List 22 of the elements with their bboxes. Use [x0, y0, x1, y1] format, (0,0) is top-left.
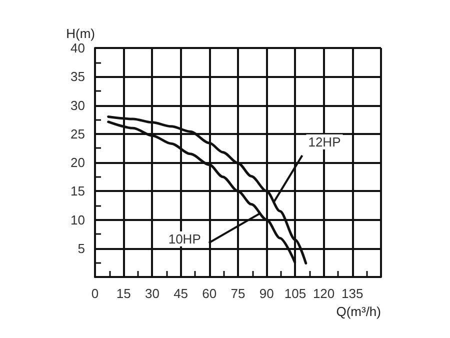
- annotation: 12HP: [308, 134, 341, 150]
- x-tick-label: 90: [259, 286, 274, 301]
- annotation: 10HP: [168, 231, 201, 246]
- x-tick-label: 75: [230, 286, 246, 301]
- y-tick-label: 30: [70, 98, 85, 113]
- x-tick-label: 0: [91, 286, 99, 301]
- x-axis-title: Q(m³/h): [336, 304, 381, 319]
- y-tick-label: 5: [78, 240, 85, 256]
- x-tick-label: 45: [174, 286, 188, 301]
- x-tick-label: 30: [144, 286, 160, 301]
- y-tick-label: 15: [70, 184, 85, 199]
- y-tick-label: 20: [70, 155, 85, 170]
- x-tick-label: 105: [284, 286, 306, 301]
- y-tick-label: 35: [70, 69, 85, 84]
- x-tick-label: 15: [116, 286, 131, 301]
- y-tick-label: 10: [70, 212, 85, 228]
- y-tick-label: 40: [70, 40, 85, 56]
- x-tick-label: 60: [202, 286, 217, 301]
- y-tick-label: 25: [70, 126, 85, 142]
- y-axis-title: H(m): [66, 26, 95, 41]
- x-tick-label: 120: [312, 286, 335, 301]
- x-tick-label: 135: [342, 286, 364, 301]
